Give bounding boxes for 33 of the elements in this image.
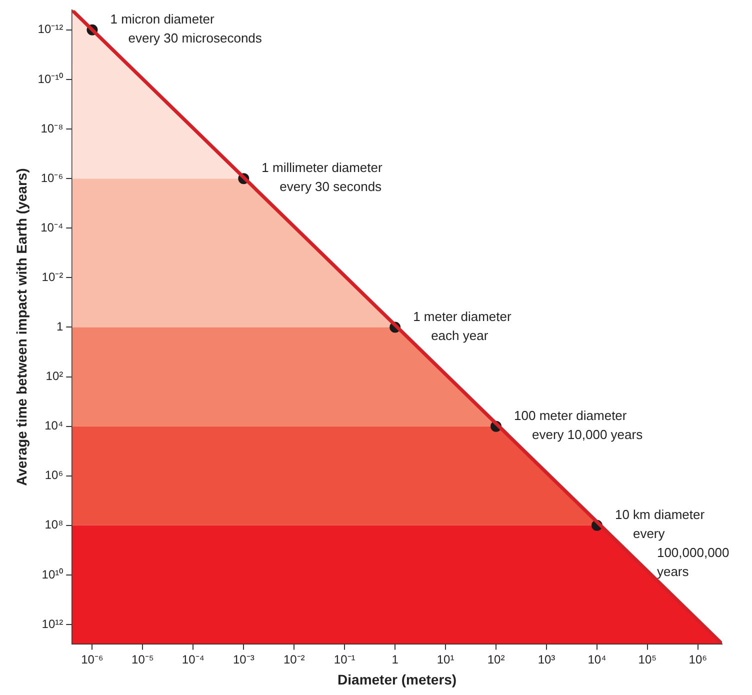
annotation: 100 meter diameter every 10,000 years [514,408,644,442]
x-tick-label: 10⁻¹ [334,652,356,666]
y-tick-label: 10⁸ [44,518,64,532]
x-tick-label: 1 [392,652,399,666]
annotation: 1 micron diameter every 30 microseconds [110,11,262,46]
x-tick-label: 10⁻⁴ [182,652,204,666]
x-tick-label: 10⁵ [638,652,657,666]
y-tick-label: 10¹² [42,616,64,631]
y-tick-label: 1 [56,320,64,334]
x-axis-title: Diameter (meters) [338,671,457,688]
y-tick-label: 10⁻² [42,270,64,284]
x-tick-label: 10¹ [436,652,454,666]
y-tick-label: 10⁴ [44,418,64,433]
x-tick-label: 10⁻³ [232,652,254,666]
x-tick-label: 10⁻⁶ [81,652,104,666]
annotation: 10 km diameter every 100,000,000 years [614,507,730,579]
y-tick-label: 10⁻¹² [38,22,64,36]
x-tick-label: 10⁴ [588,652,606,666]
x-tick-label: 10⁻² [283,652,305,666]
x-tick-label: 10⁻⁵ [132,652,154,666]
y-tick-label: 10⁻⁶ [40,170,64,185]
x-tick-label: 10² [487,652,505,666]
y-tick-label: 10⁻¹⁰ [38,72,64,86]
x-tick-label: 10³ [538,652,556,666]
y-tick-label: 10¹⁰ [42,567,64,582]
y-axis-title: Average time between impact with Earth (years) [13,168,30,486]
annotation: 1 meter diameter each year [413,308,512,343]
x-tick-label: 10⁶ [688,652,708,666]
y-tick-label: 10⁻⁸ [40,121,64,136]
y-tick-label: 10⁶ [44,468,64,482]
y-tick-label: 10⁻⁴ [40,220,64,234]
annotation: 1 millimeter diameter every 30 seconds [262,160,383,194]
y-tick-label: 10² [46,369,64,384]
